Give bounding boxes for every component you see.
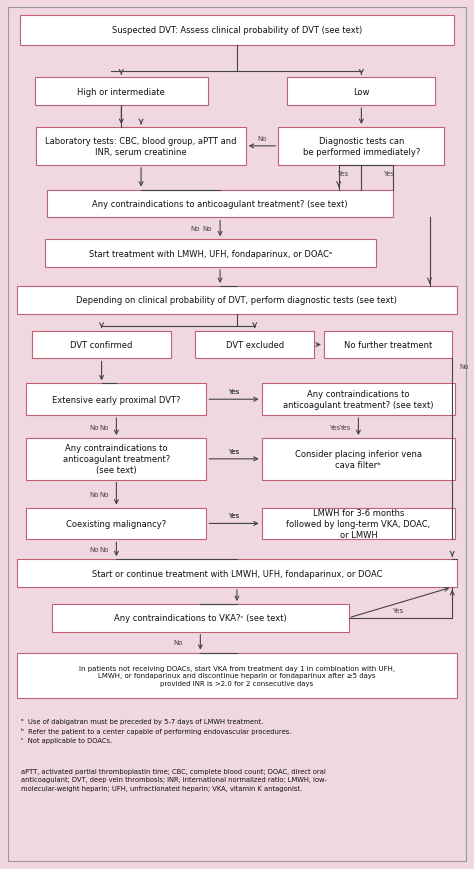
- FancyBboxPatch shape: [262, 384, 455, 415]
- Text: No: No: [89, 547, 99, 553]
- Text: No: No: [203, 226, 212, 232]
- Text: Yes: Yes: [339, 424, 350, 430]
- Text: Start treatment with LMWH, UFH, fondaparinux, or DOACᵃ: Start treatment with LMWH, UFH, fondapar…: [89, 249, 332, 258]
- FancyBboxPatch shape: [52, 604, 348, 632]
- Text: No: No: [191, 226, 201, 232]
- Text: Any contraindications to
anticoagulant treatment? (see text): Any contraindications to anticoagulant t…: [283, 389, 434, 410]
- FancyBboxPatch shape: [19, 16, 454, 45]
- Text: ᵃ  Use of dabigatran must be preceded by 5-7 days of LMWH treatment.
ᵇ  Refer th: ᵃ Use of dabigatran must be preceded by …: [20, 719, 291, 743]
- Text: No: No: [99, 424, 109, 430]
- Text: Yes: Yes: [228, 448, 239, 454]
- FancyBboxPatch shape: [17, 653, 456, 699]
- FancyBboxPatch shape: [27, 384, 206, 415]
- FancyBboxPatch shape: [17, 287, 456, 315]
- FancyBboxPatch shape: [36, 128, 246, 165]
- Text: Low: Low: [353, 88, 370, 96]
- Text: No: No: [89, 424, 99, 430]
- FancyBboxPatch shape: [287, 78, 436, 106]
- Text: DVT excluded: DVT excluded: [226, 341, 284, 349]
- Text: No further treatment: No further treatment: [344, 341, 432, 349]
- FancyBboxPatch shape: [262, 439, 455, 481]
- Text: Any contraindications to VKA?ᶜ (see text): Any contraindications to VKA?ᶜ (see text…: [114, 614, 287, 622]
- Text: No: No: [258, 136, 267, 142]
- FancyBboxPatch shape: [262, 508, 455, 540]
- Text: Depending on clinical probability of DVT, perform diagnostic tests (see text): Depending on clinical probability of DVT…: [76, 296, 397, 305]
- Text: Suspected DVT: Assess clinical probability of DVT (see text): Suspected DVT: Assess clinical probabili…: [112, 26, 362, 35]
- FancyBboxPatch shape: [195, 331, 314, 359]
- Text: Extensive early proximal DVT?: Extensive early proximal DVT?: [52, 395, 181, 404]
- FancyBboxPatch shape: [278, 128, 444, 165]
- Text: No: No: [99, 491, 109, 497]
- FancyBboxPatch shape: [45, 240, 376, 268]
- Text: Yes: Yes: [228, 448, 239, 454]
- Text: Yes: Yes: [383, 170, 394, 176]
- Text: Diagnostic tests can
be performed immediately?: Diagnostic tests can be performed immedi…: [303, 136, 420, 156]
- Text: Consider placing inferior vena
cava filterᵇ: Consider placing inferior vena cava filt…: [295, 449, 422, 469]
- FancyBboxPatch shape: [35, 78, 208, 106]
- Text: No: No: [459, 364, 469, 370]
- FancyBboxPatch shape: [47, 190, 393, 218]
- Text: Yes: Yes: [228, 513, 239, 519]
- Text: In patients not receiving DOACs, start VKA from treatment day 1 in combination w: In patients not receiving DOACs, start V…: [79, 665, 395, 687]
- Text: Yes: Yes: [228, 513, 239, 519]
- Text: No: No: [89, 491, 99, 497]
- Text: No: No: [99, 547, 109, 553]
- Text: Laboratory tests: CBC, blood group, aPTT and
INR, serum creatinine: Laboratory tests: CBC, blood group, aPTT…: [46, 136, 237, 156]
- Text: Coexisting malignancy?: Coexisting malignancy?: [66, 520, 166, 528]
- Text: DVT confirmed: DVT confirmed: [70, 341, 133, 349]
- Text: LMWH for 3-6 months
followed by long-term VKA, DOAC,
or LMWH: LMWH for 3-6 months followed by long-ter…: [286, 508, 430, 540]
- FancyBboxPatch shape: [324, 331, 452, 359]
- FancyBboxPatch shape: [32, 331, 171, 359]
- Text: High or intermediate: High or intermediate: [77, 88, 165, 96]
- Text: Any contraindications to anticoagulant treatment? (see text): Any contraindications to anticoagulant t…: [92, 200, 348, 209]
- Text: Yes: Yes: [228, 388, 239, 395]
- Text: Yes: Yes: [392, 607, 403, 614]
- Text: Any contraindications to
anticoagulant treatment?
(see text): Any contraindications to anticoagulant t…: [63, 444, 170, 474]
- Text: Yes: Yes: [329, 424, 341, 430]
- Text: aPTT, activated partial thromboplastin time; CBC, complete blood count; DOAC, di: aPTT, activated partial thromboplastin t…: [20, 768, 327, 791]
- Text: No: No: [173, 640, 182, 646]
- Text: Yes: Yes: [337, 170, 348, 176]
- FancyBboxPatch shape: [17, 560, 456, 587]
- FancyBboxPatch shape: [27, 439, 206, 481]
- FancyBboxPatch shape: [27, 508, 206, 540]
- Text: Yes: Yes: [228, 388, 239, 395]
- Text: Start or continue treatment with LMWH, UFH, fondaparinux, or DOAC: Start or continue treatment with LMWH, U…: [91, 569, 382, 578]
